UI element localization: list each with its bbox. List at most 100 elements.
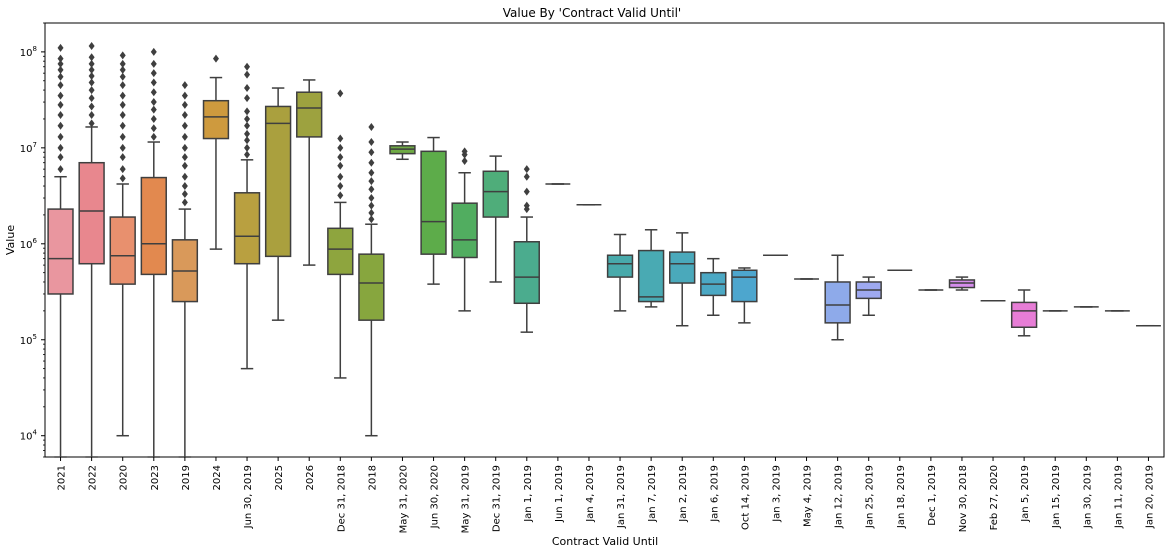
outlier-point <box>119 165 126 174</box>
x-tick-label: Dec 1, 2019 <box>927 465 938 526</box>
outlier-point <box>337 172 344 181</box>
outlier-point <box>523 172 530 181</box>
outlier-point <box>150 47 157 56</box>
x-tick-label: Jan 12, 2019 <box>834 465 845 529</box>
box-group <box>637 229 665 308</box>
outlier-point <box>119 65 126 74</box>
x-tick-label: Jan 11, 2019 <box>1113 465 1124 529</box>
box-iqr <box>327 227 354 276</box>
x-tick-label: Jan 4, 2019 <box>585 465 596 523</box>
x-tick-label: May 31, 2020 <box>398 465 409 533</box>
x-tick-label: Jun 30, 2019 <box>243 465 254 529</box>
box-iqr <box>233 192 261 265</box>
outlier-point <box>337 153 344 162</box>
outlier-point <box>212 54 219 63</box>
box-group <box>296 79 323 266</box>
outlier-point <box>244 84 251 93</box>
box-group <box>140 47 167 458</box>
outlier-point <box>368 177 375 186</box>
box-group <box>233 62 261 370</box>
outlier-point <box>244 143 251 152</box>
x-tick-label: Jan 1, 2019 <box>523 465 534 523</box>
outlier-point <box>119 174 126 183</box>
x-tick-label: 2021 <box>57 465 68 490</box>
outlier-point <box>368 138 375 147</box>
y-tick-label: 108 <box>20 45 37 59</box>
x-tick-label: Jan 6, 2019 <box>709 465 720 523</box>
box-iqr <box>47 208 74 295</box>
box-group <box>731 267 758 324</box>
outlier-point <box>119 59 126 68</box>
outlier-point <box>337 191 344 200</box>
outlier-point <box>57 143 64 152</box>
outlier-point <box>57 72 64 81</box>
outlier-point <box>57 132 64 141</box>
y-tick-label: 105 <box>20 333 37 347</box>
box-iqr <box>296 91 323 138</box>
outlier-point <box>181 132 188 141</box>
outlier-point <box>150 69 157 78</box>
outlier-point <box>181 121 188 130</box>
outlier-point <box>57 81 64 90</box>
box-iqr <box>513 241 540 305</box>
outlier-point <box>57 91 64 100</box>
outlier-point <box>57 121 64 130</box>
box-iqr <box>731 269 758 303</box>
outlier-point <box>244 150 251 159</box>
outlier-point <box>57 153 64 162</box>
outlier-point <box>119 72 126 81</box>
outlier-point <box>57 54 64 63</box>
box-group <box>482 155 509 283</box>
y-axis-label: Value <box>4 225 17 255</box>
outlier-point <box>523 165 530 174</box>
box-group <box>451 147 478 312</box>
y-axis: 104 105 106 107 108 <box>20 22 45 458</box>
outlier-point <box>337 182 344 191</box>
outlier-point <box>119 143 126 152</box>
outlier-point <box>88 78 95 87</box>
outlier-point <box>119 110 126 119</box>
outlier-point <box>461 147 468 156</box>
x-tick-label: Jan 7, 2019 <box>647 465 658 523</box>
box-iqr <box>1010 301 1038 328</box>
x-tick-label: 2020 <box>119 465 130 490</box>
outlier-point <box>368 194 375 203</box>
x-tick-label: 2024 <box>212 465 223 490</box>
outlier-point <box>181 161 188 170</box>
outlier-point <box>119 81 126 90</box>
outlier-point <box>337 161 344 170</box>
outlier-point <box>119 91 126 100</box>
x-tick-label: May 4, 2019 <box>803 465 814 527</box>
box-iqr <box>140 176 167 276</box>
outlier-point <box>150 114 157 123</box>
outlier-point <box>88 102 95 111</box>
outlier-point <box>244 107 251 116</box>
x-axis: 2021 2022 2020 2023 2019 2024 Jun 30, 2019 2025… <box>57 457 1155 533</box>
outlier-point <box>150 78 157 87</box>
x-tick-label: 2026 <box>305 465 316 490</box>
outlier-point <box>88 110 95 119</box>
x-tick-label: Jun 30, 2020 <box>430 465 441 529</box>
outlier-point <box>181 91 188 100</box>
outlier-point <box>150 98 157 107</box>
outlier-point <box>57 43 64 52</box>
outlier-point <box>244 94 251 103</box>
box-iqr <box>637 249 665 303</box>
box-group <box>513 165 540 333</box>
x-tick-label: Jan 25, 2019 <box>865 465 876 529</box>
outlier-point <box>119 51 126 60</box>
x-tick-label: Jan 20, 2019 <box>1144 465 1155 529</box>
outlier-point <box>181 190 188 199</box>
outlier-point <box>150 88 157 97</box>
outlier-point <box>181 172 188 181</box>
box-group <box>669 232 696 327</box>
box-iqr <box>482 170 509 218</box>
outlier-point <box>337 143 344 152</box>
outlier-point <box>181 153 188 162</box>
box-group <box>700 257 727 317</box>
outlier-point <box>181 81 188 90</box>
outlier-point <box>88 94 95 103</box>
box-group <box>389 141 416 161</box>
outlier-point <box>150 124 157 133</box>
